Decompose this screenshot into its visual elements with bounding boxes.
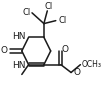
Text: O: O [62, 45, 69, 55]
Text: OCH₃: OCH₃ [81, 60, 101, 69]
Text: Cl: Cl [45, 2, 53, 11]
Text: O: O [0, 46, 7, 55]
Text: HN: HN [13, 32, 26, 41]
Text: O: O [74, 68, 81, 77]
Text: Cl: Cl [23, 8, 31, 17]
Text: Cl: Cl [58, 16, 67, 25]
Text: HN: HN [13, 61, 26, 70]
